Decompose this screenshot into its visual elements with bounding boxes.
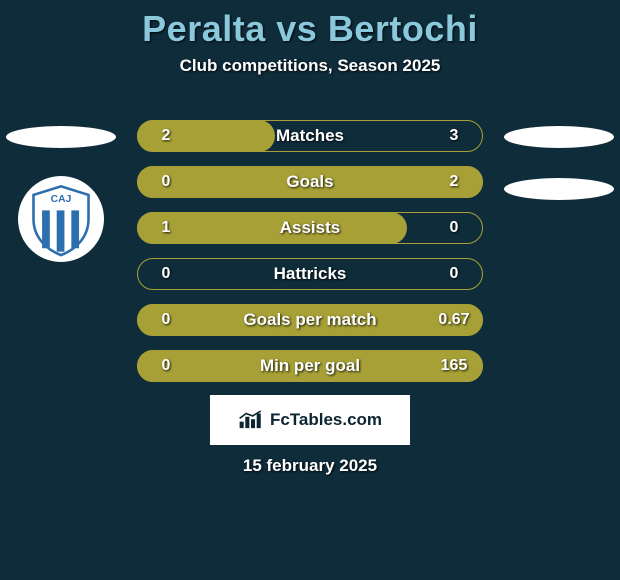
stat-row: Goals02 [137,166,483,198]
stat-row: Hattricks00 [137,258,483,290]
branding-text: FcTables.com [270,410,382,430]
stat-value-right: 0 [431,212,477,244]
stat-row: Assists10 [137,212,483,244]
title-player-left: Peralta [142,8,266,49]
stat-value-left: 2 [143,120,189,152]
stat-row: Matches23 [137,120,483,152]
branding-badge: FcTables.com [210,395,410,445]
title-player-right: Bertochi [328,8,478,49]
title-vs: vs [276,8,317,49]
player-right-avatar-placeholder [504,126,614,148]
stat-row: Goals per match00.67 [137,304,483,336]
date-stamp: 15 february 2025 [0,456,620,476]
club-shield-icon: CAJ [18,176,104,262]
stat-value-right: 165 [431,350,477,382]
player-right-club-placeholder [504,178,614,200]
branding-chart-icon [238,410,264,430]
stat-value-left: 0 [143,350,189,382]
stat-value-left: 0 [143,166,189,198]
stat-value-right: 0 [431,258,477,290]
stat-row: Min per goal0165 [137,350,483,382]
club-badge-letters: CAJ [51,194,72,205]
player-left-avatar-placeholder [6,126,116,148]
subtitle: Club competitions, Season 2025 [0,56,620,76]
stats-area: CAJ Matches23Goals02Assists10Hattricks00… [0,120,620,410]
page-title: Peralta vs Bertochi [0,0,620,50]
player-left-club-badge: CAJ [18,176,104,262]
stat-value-right: 0.67 [431,304,477,336]
stat-value-right: 2 [431,166,477,198]
stat-value-right: 3 [431,120,477,152]
stat-value-left: 0 [143,258,189,290]
stat-value-left: 1 [143,212,189,244]
stat-value-left: 0 [143,304,189,336]
